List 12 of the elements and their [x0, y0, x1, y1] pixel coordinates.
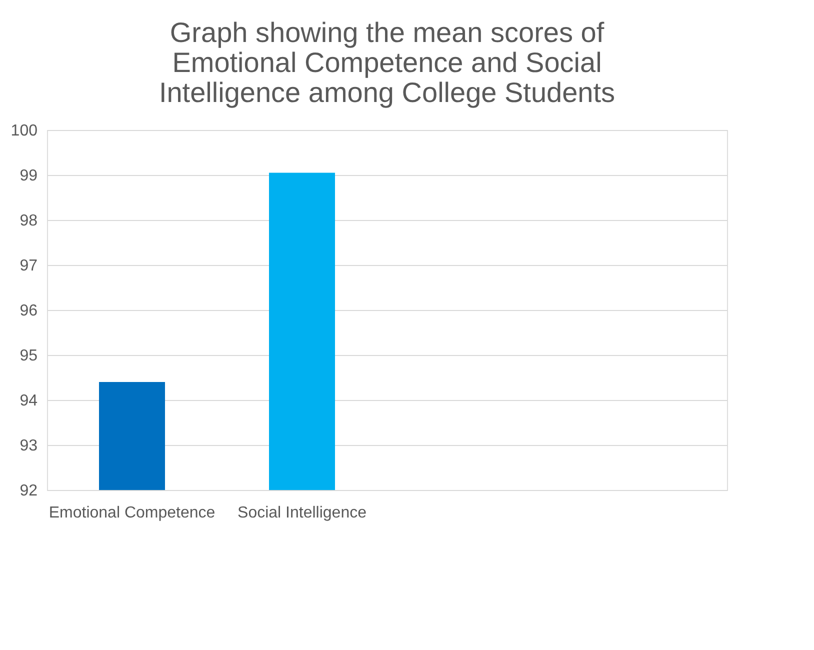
x-tick-label: Emotional Competence [48, 504, 216, 522]
y-tick-label: 96 [20, 302, 38, 320]
y-tick-label: 99 [20, 168, 38, 184]
chart-title: Graph showing the mean scores of Emotional Competence and Social Intelligence among College Students [158, 17, 616, 108]
x-tick-label: Social Intelligence [238, 504, 367, 522]
y-tick-label: 100 [10, 122, 38, 140]
y-tick-label: 98 [20, 212, 38, 230]
y-tick-label: 92 [20, 482, 38, 500]
y-tick-label: 93 [20, 438, 38, 454]
y-tick-label: 94 [20, 392, 38, 410]
y-tick-label: 95 [20, 348, 38, 364]
y-tick-label: 97 [20, 258, 38, 274]
